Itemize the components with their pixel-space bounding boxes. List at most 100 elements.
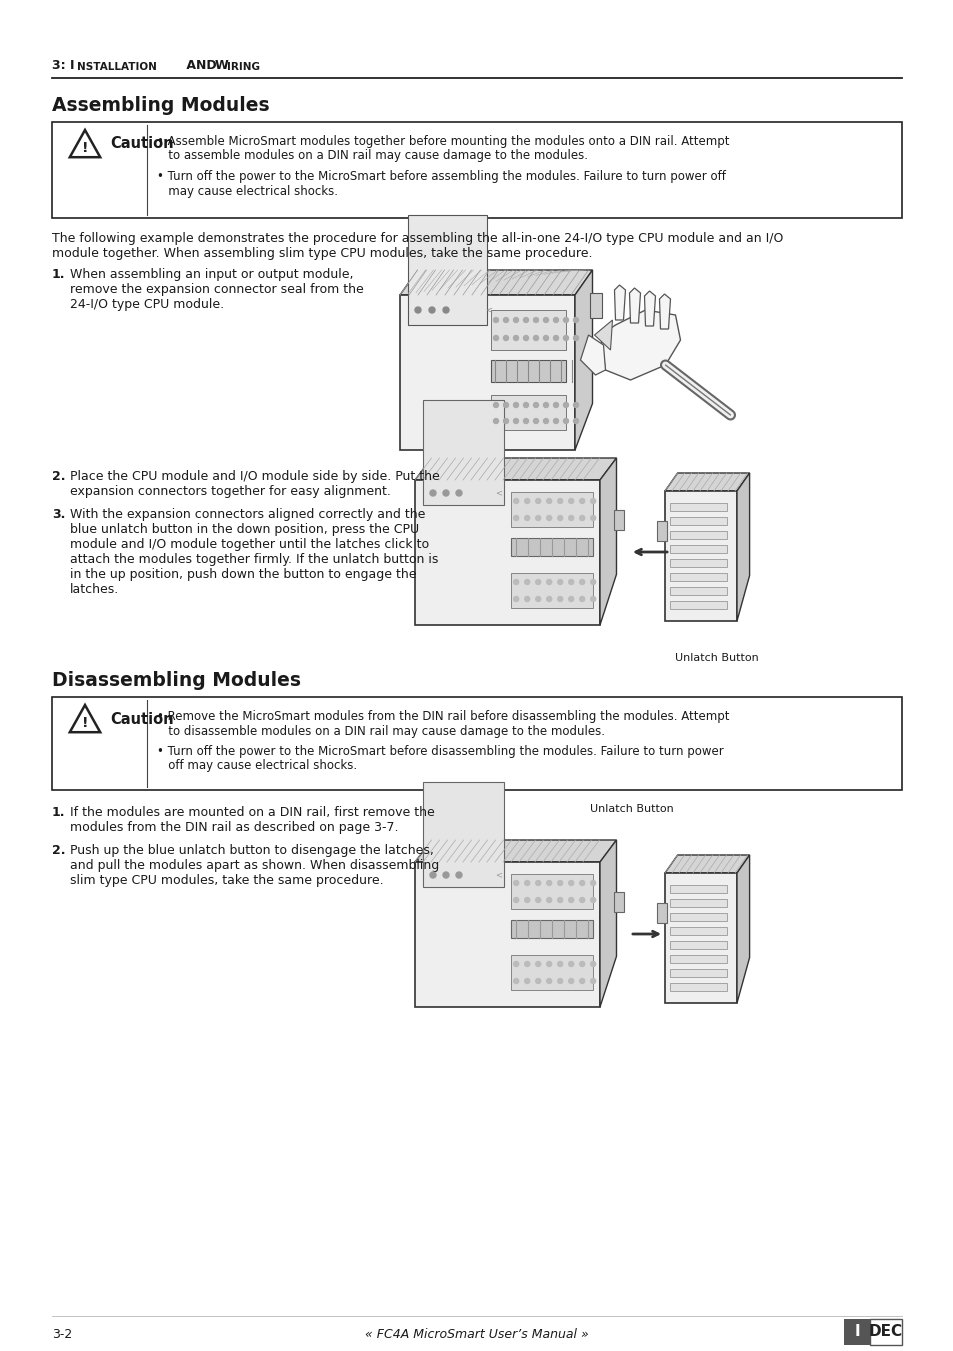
Text: « FC4A MicroSmart User’s Manual »: « FC4A MicroSmart User’s Manual » (365, 1328, 588, 1342)
Polygon shape (664, 855, 749, 873)
Text: NSTALLATION: NSTALLATION (77, 62, 156, 72)
Circle shape (513, 962, 518, 966)
Circle shape (456, 871, 461, 878)
Polygon shape (629, 288, 639, 323)
Text: 24-I/O type CPU module.: 24-I/O type CPU module. (70, 299, 224, 311)
Text: I: I (853, 1324, 859, 1339)
Circle shape (558, 580, 562, 585)
FancyBboxPatch shape (669, 969, 726, 977)
Circle shape (513, 597, 518, 601)
Circle shape (558, 897, 562, 902)
Circle shape (546, 499, 551, 504)
Circle shape (536, 499, 540, 504)
Text: AND: AND (182, 59, 221, 72)
FancyBboxPatch shape (614, 892, 624, 912)
Text: attach the modules together firmly. If the unlatch button is: attach the modules together firmly. If t… (70, 553, 438, 566)
Circle shape (513, 516, 518, 520)
Text: Place the CPU module and I/O module side by side. Put the: Place the CPU module and I/O module side… (70, 470, 439, 484)
Circle shape (579, 516, 584, 520)
Text: module together. When assembling slim type CPU modules, take the same procedure.: module together. When assembling slim ty… (52, 247, 592, 259)
Circle shape (558, 516, 562, 520)
FancyBboxPatch shape (590, 293, 602, 317)
Circle shape (524, 499, 529, 504)
Circle shape (568, 597, 573, 601)
Text: modules from the DIN rail as described on page 3-7.: modules from the DIN rail as described o… (70, 821, 398, 834)
Circle shape (536, 897, 540, 902)
FancyBboxPatch shape (511, 573, 592, 608)
Circle shape (590, 962, 595, 966)
Text: expansion connectors together for easy alignment.: expansion connectors together for easy a… (70, 485, 391, 499)
Text: 2.: 2. (52, 470, 66, 484)
Circle shape (524, 597, 529, 601)
Text: IRING: IRING (227, 62, 260, 72)
Circle shape (553, 335, 558, 340)
FancyBboxPatch shape (669, 601, 726, 609)
Circle shape (533, 317, 537, 323)
FancyBboxPatch shape (669, 984, 726, 992)
Text: Caution: Caution (110, 136, 173, 151)
Circle shape (493, 317, 498, 323)
Circle shape (546, 881, 551, 885)
FancyBboxPatch shape (669, 885, 726, 893)
Circle shape (590, 597, 595, 601)
FancyBboxPatch shape (869, 1319, 901, 1346)
FancyBboxPatch shape (657, 902, 666, 923)
Circle shape (590, 897, 595, 902)
Circle shape (442, 307, 449, 313)
FancyBboxPatch shape (415, 480, 599, 626)
Polygon shape (399, 270, 592, 295)
Circle shape (573, 335, 578, 340)
Circle shape (493, 335, 498, 340)
FancyBboxPatch shape (669, 942, 726, 948)
Text: Disassembling Modules: Disassembling Modules (52, 671, 301, 690)
FancyBboxPatch shape (511, 874, 592, 909)
Circle shape (513, 897, 518, 902)
Circle shape (536, 978, 540, 984)
Circle shape (513, 419, 518, 423)
Circle shape (536, 962, 540, 966)
Circle shape (536, 516, 540, 520)
Circle shape (523, 403, 528, 408)
Circle shape (524, 978, 529, 984)
Text: I: I (70, 59, 74, 72)
Circle shape (590, 978, 595, 984)
FancyBboxPatch shape (669, 544, 726, 553)
Text: off may cause electrical shocks.: off may cause electrical shocks. (157, 759, 356, 773)
Circle shape (590, 516, 595, 520)
Circle shape (415, 307, 420, 313)
Polygon shape (415, 458, 616, 480)
Circle shape (563, 317, 568, 323)
FancyBboxPatch shape (511, 920, 592, 938)
Circle shape (513, 580, 518, 585)
Circle shape (579, 597, 584, 601)
Text: 3-2: 3-2 (52, 1328, 72, 1342)
Circle shape (590, 580, 595, 585)
Polygon shape (664, 473, 749, 490)
Circle shape (513, 317, 518, 323)
Circle shape (513, 978, 518, 984)
FancyBboxPatch shape (511, 538, 592, 557)
Polygon shape (737, 473, 749, 621)
Polygon shape (579, 335, 605, 376)
Circle shape (546, 580, 551, 585)
Circle shape (543, 317, 548, 323)
FancyBboxPatch shape (657, 521, 666, 540)
Polygon shape (659, 295, 670, 330)
Circle shape (513, 499, 518, 504)
Text: Caution: Caution (110, 712, 173, 727)
FancyBboxPatch shape (669, 927, 726, 935)
FancyBboxPatch shape (422, 400, 504, 505)
Text: 1.: 1. (52, 267, 66, 281)
Text: • Assemble MicroSmart modules together before mounting the modules onto a DIN ra: • Assemble MicroSmart modules together b… (157, 135, 729, 149)
Circle shape (579, 978, 584, 984)
Circle shape (563, 335, 568, 340)
FancyBboxPatch shape (511, 492, 592, 527)
FancyBboxPatch shape (669, 503, 726, 511)
Circle shape (524, 881, 529, 885)
Circle shape (503, 335, 508, 340)
Circle shape (579, 897, 584, 902)
Text: to assemble modules on a DIN rail may cause damage to the modules.: to assemble modules on a DIN rail may ca… (157, 150, 587, 162)
Polygon shape (599, 309, 679, 380)
Text: Unlatch Button: Unlatch Button (675, 653, 758, 663)
Text: • Turn off the power to the MicroSmart before disassembling the modules. Failure: • Turn off the power to the MicroSmart b… (157, 744, 723, 758)
